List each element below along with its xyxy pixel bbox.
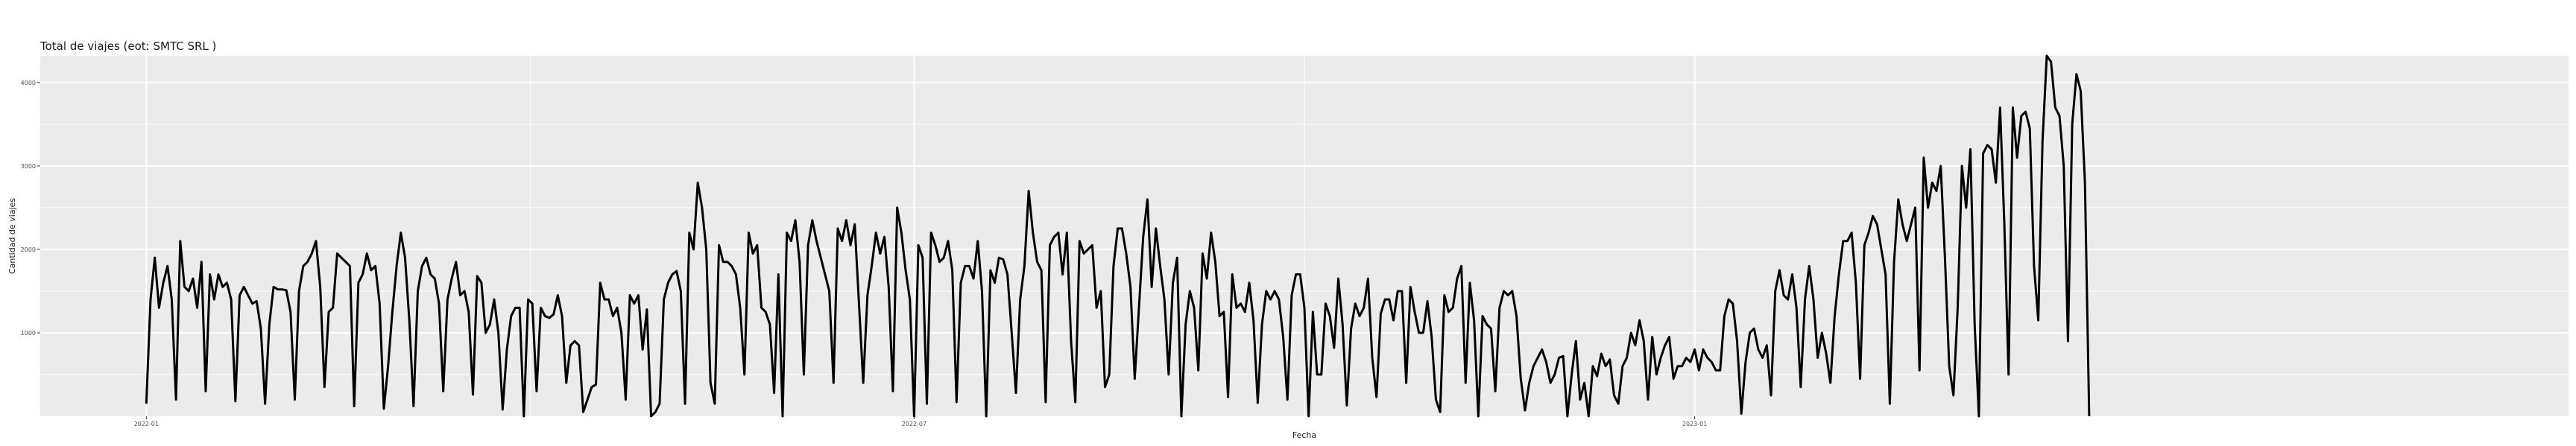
major-gridlines [40,56,2569,416]
series-line [145,54,2091,418]
x-axis-label: Fecha [1292,430,1316,440]
chart-title: Total de viajes (eot: SMTC SRL ) [40,39,216,53]
x-axis: 2022-01 2022-07 2023-01 [134,416,1707,427]
x-tick-label: 2023-01 [1682,421,1707,427]
y-tick-label: 4000 [21,80,36,86]
y-tick-label: 1000 [21,330,36,337]
y-axis-label: Cantidad de viajes [7,198,17,274]
y-axis: 1000 2000 3000 4000 [21,80,40,337]
series-layer [145,54,2091,418]
x-tick-label: 2022-01 [134,421,159,427]
y-tick-label: 2000 [21,246,36,253]
y-tick-label: 3000 [21,163,36,170]
x-tick-label: 2022-07 [902,421,926,427]
minor-gridlines [40,56,2569,416]
